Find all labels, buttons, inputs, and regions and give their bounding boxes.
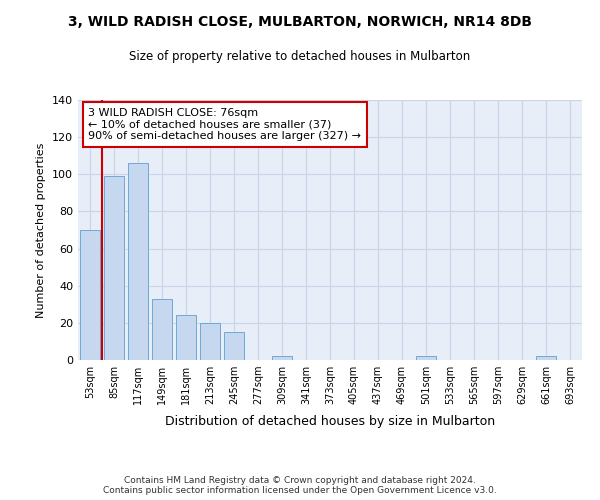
Text: 3, WILD RADISH CLOSE, MULBARTON, NORWICH, NR14 8DB: 3, WILD RADISH CLOSE, MULBARTON, NORWICH… (68, 15, 532, 29)
Bar (536, 356, 556, 360)
Bar (80, 230, 100, 360)
Bar (176, 316, 196, 360)
Y-axis label: Number of detached properties: Number of detached properties (37, 142, 46, 318)
Text: Size of property relative to detached houses in Mulbarton: Size of property relative to detached ho… (130, 50, 470, 63)
Bar (104, 176, 124, 360)
X-axis label: Distribution of detached houses by size in Mulbarton: Distribution of detached houses by size … (165, 416, 495, 428)
Text: Contains HM Land Registry data © Crown copyright and database right 2024.
Contai: Contains HM Land Registry data © Crown c… (103, 476, 497, 495)
Bar (416, 356, 436, 360)
Bar (272, 356, 292, 360)
Text: 3 WILD RADISH CLOSE: 76sqm
← 10% of detached houses are smaller (37)
90% of semi: 3 WILD RADISH CLOSE: 76sqm ← 10% of deta… (88, 108, 361, 141)
Bar (224, 332, 244, 360)
Bar (128, 163, 148, 360)
Bar (200, 323, 220, 360)
Bar (152, 298, 172, 360)
